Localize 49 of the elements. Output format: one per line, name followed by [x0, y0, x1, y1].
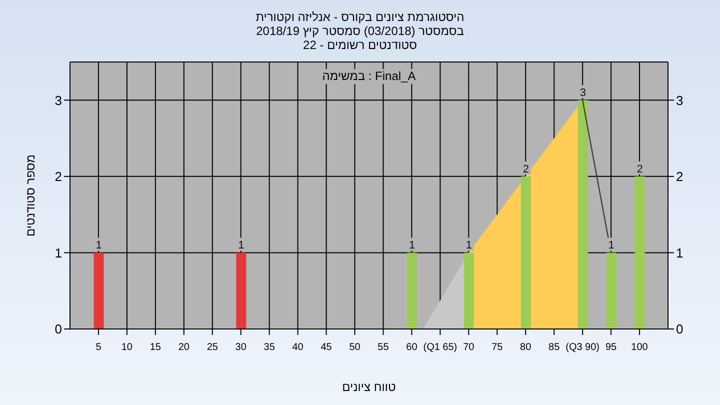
- data-label: 1: [608, 240, 614, 252]
- data-label: 1: [466, 240, 472, 252]
- bar: [236, 252, 246, 329]
- x-tick-label: 85: [548, 342, 560, 353]
- x-tick-label: 45: [320, 342, 332, 353]
- x-tick-label: 100: [631, 342, 648, 353]
- y2-tick-label: 3: [676, 92, 684, 108]
- bar: [407, 252, 418, 329]
- chart-title: היסטוגרמת ציונים בקורס - אנליזה וקטורית: [254, 10, 466, 24]
- data-label: 1: [238, 240, 244, 252]
- data-label: 2: [522, 163, 529, 176]
- data-label: 1: [408, 240, 416, 252]
- x-tick-label: 95: [605, 342, 618, 353]
- x-axis-title: טווח ציונים: [342, 380, 396, 394]
- x-tick-label: 20: [178, 342, 190, 353]
- y2-tick-label: 2: [676, 169, 684, 184]
- data-label: 1: [96, 240, 102, 252]
- x-tick-label: 40: [292, 342, 304, 353]
- x-tick-label: 50: [349, 342, 361, 353]
- x-tick-label: 25: [206, 342, 218, 353]
- y-tick-label: 1: [54, 245, 62, 260]
- x-tick-label: 30: [235, 342, 247, 353]
- x-tick-label: 10: [121, 342, 133, 353]
- data-label: 2: [636, 163, 643, 176]
- chart-subtitle: בסמסטר (03/2018) סמסטר קיץ 2018/19 סטודנטים רשומים - 22: [255, 24, 465, 52]
- x-tick-label: 15: [150, 342, 162, 353]
- y-axis-title: מספר סטודנטים: [23, 154, 38, 237]
- y2-tick-label: 0: [676, 322, 684, 337]
- bar: [464, 252, 474, 329]
- x-tick-label: 70: [463, 342, 475, 353]
- bar: [606, 252, 616, 329]
- y-tick-label: 2: [54, 169, 62, 184]
- y-tick-label: 3: [54, 92, 62, 108]
- annotation: במשימה : Final_A: [322, 69, 416, 83]
- x-tick-label: (Q3 90): [566, 342, 600, 353]
- data-label: 3: [580, 87, 586, 100]
- y2-tick-label: 1: [676, 245, 684, 260]
- y-tick-label: 0: [54, 322, 62, 337]
- x-tick-label: 5: [96, 342, 102, 353]
- bar: [520, 176, 531, 329]
- x-tick-label: 55: [378, 342, 390, 353]
- x-tick-label: (Q1 65): [423, 342, 458, 353]
- bar: [578, 100, 588, 329]
- x-tick-label: 75: [492, 342, 504, 353]
- x-tick-label: 60: [406, 342, 418, 353]
- x-tick-label: 80: [520, 342, 532, 353]
- bar: [634, 176, 645, 329]
- bar: [94, 252, 104, 329]
- x-tick-label: 35: [264, 342, 276, 353]
